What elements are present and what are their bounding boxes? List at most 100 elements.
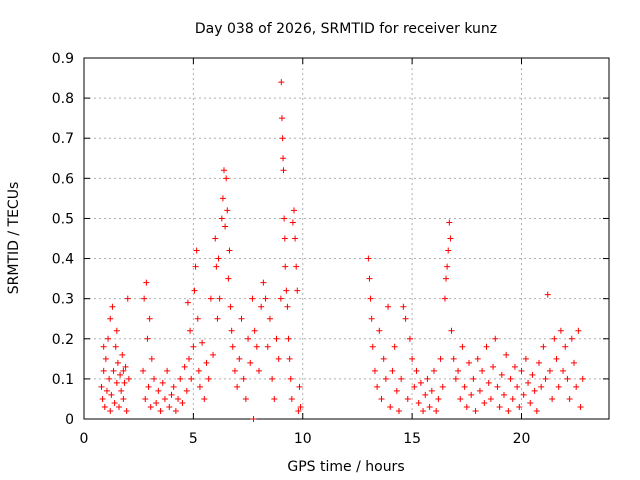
data-point (443, 275, 450, 282)
data-point (181, 363, 188, 370)
data-point (107, 315, 114, 322)
data-point (531, 387, 538, 394)
data-point (476, 387, 483, 394)
data-point (472, 407, 479, 414)
data-point (498, 371, 505, 378)
data-point (474, 355, 481, 362)
data-point (253, 343, 260, 350)
data-point (264, 343, 271, 350)
data-point (406, 335, 413, 342)
data-point (250, 416, 257, 422)
grid-lines (84, 58, 609, 419)
data-point (247, 359, 254, 366)
data-point (553, 355, 560, 362)
data-point (151, 375, 157, 382)
data-point (374, 383, 381, 390)
data-point (205, 375, 212, 382)
data-point (191, 287, 198, 294)
data-point (194, 315, 201, 322)
data-point (490, 363, 497, 370)
x-tick-label: 0 (80, 431, 89, 447)
data-point (540, 343, 547, 350)
data-point (193, 247, 200, 254)
y-tick-label: 0.1 (52, 372, 74, 388)
data-point (107, 407, 114, 414)
data-point (549, 395, 556, 402)
data-point (294, 287, 301, 294)
data-point (426, 403, 433, 410)
data-point (546, 367, 553, 374)
data-point (119, 351, 126, 358)
data-point (522, 355, 529, 362)
data-point (214, 315, 221, 322)
data-point (242, 395, 249, 402)
data-point (273, 335, 280, 342)
data-point (281, 235, 288, 242)
data-point (501, 391, 507, 398)
data-point (445, 247, 452, 254)
data-point (293, 263, 300, 270)
data-point (441, 295, 448, 302)
data-point (286, 355, 293, 362)
data-point (238, 315, 245, 322)
data-point (409, 355, 416, 362)
data-point (124, 295, 131, 302)
data-point (187, 327, 194, 334)
data-point (256, 367, 262, 374)
data-point (503, 351, 510, 358)
data-point (470, 375, 477, 382)
data-point (391, 343, 398, 350)
data-point (378, 395, 385, 402)
data-point (428, 387, 435, 394)
data-point (542, 375, 549, 382)
y-tick-label: 0.4 (52, 252, 74, 268)
data-point (422, 391, 429, 398)
data-point (216, 295, 223, 302)
data-point (562, 343, 569, 350)
data-point (494, 383, 501, 390)
data-point (118, 387, 125, 394)
data-point (275, 355, 282, 362)
data-point (120, 395, 127, 402)
data-point (117, 371, 124, 378)
y-tick-label: 0.5 (52, 211, 74, 227)
data-point (105, 335, 112, 342)
data-point (413, 367, 420, 374)
data-point (566, 395, 573, 402)
data-point (376, 327, 383, 334)
y-tick-label: 0.9 (52, 51, 74, 67)
y-tick-label: 0.8 (52, 91, 74, 107)
data-point (448, 327, 455, 334)
data-point (450, 355, 457, 362)
x-tick-label: 20 (513, 431, 531, 447)
data-point (385, 303, 392, 310)
data-point (468, 391, 475, 398)
data-point (222, 223, 229, 230)
data-point (168, 391, 175, 398)
data-point (153, 399, 160, 406)
data-point (179, 399, 186, 406)
data-point (224, 207, 231, 214)
plot-frame (83, 57, 610, 420)
data-point (520, 391, 527, 398)
data-point (452, 375, 459, 382)
data-point (280, 167, 287, 174)
data-point (212, 235, 219, 242)
data-point (116, 403, 122, 410)
data-point (157, 407, 164, 414)
data-point (367, 295, 374, 302)
data-point (106, 375, 113, 382)
data-point (463, 403, 470, 410)
data-point (225, 275, 232, 282)
data-point (435, 395, 442, 402)
data-point (411, 383, 418, 390)
data-point (141, 295, 148, 302)
data-point (166, 403, 173, 410)
data-point (278, 79, 285, 86)
data-point (280, 155, 287, 162)
data-point (260, 279, 267, 286)
data-point (221, 167, 227, 174)
data-point (457, 395, 464, 402)
data-point (398, 375, 405, 382)
